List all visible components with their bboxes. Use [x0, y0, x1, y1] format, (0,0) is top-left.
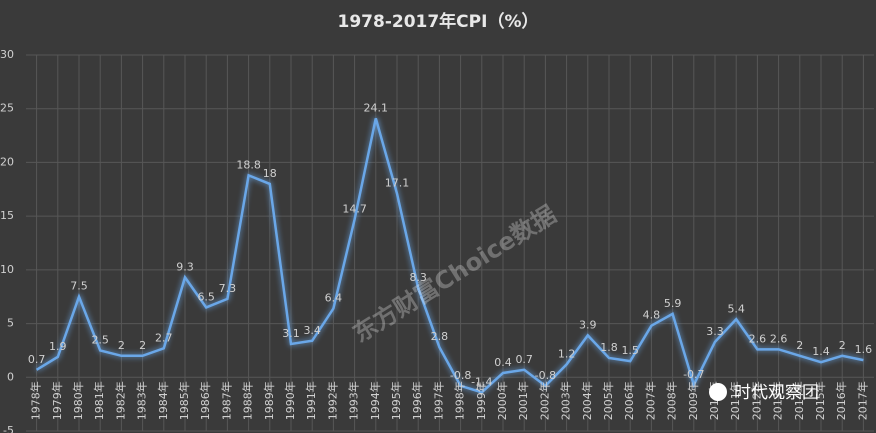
x-tick-label: 2003年 [559, 381, 573, 420]
x-tick-label: 2009年 [686, 381, 700, 420]
x-tick-label: 2014年 [792, 381, 806, 420]
x-tick-label: 1983年 [135, 381, 149, 420]
data-label: 5.4 [727, 302, 745, 315]
y-tick-label: 15 [0, 209, 14, 222]
data-label: 6.4 [325, 292, 343, 305]
cpi-line [35, 118, 864, 394]
x-tick-label: 1990年 [283, 381, 297, 420]
source-label: 时代观察团 [734, 383, 819, 403]
data-label: 1.4 [812, 345, 830, 358]
x-tick-label: 1995年 [389, 381, 403, 420]
x-tick-label: 2002年 [537, 381, 551, 420]
x-tick-label: 1998年 [453, 381, 467, 420]
x-tick-label: 2001年 [516, 381, 530, 420]
data-label: 2 [139, 339, 146, 352]
data-label: 8.3 [409, 271, 427, 284]
x-tick-label: 1997年 [431, 381, 445, 420]
x-tick-label: 1987年 [219, 381, 233, 420]
data-label: -0.8 [450, 369, 471, 382]
x-tick-label: 1986年 [198, 381, 212, 420]
data-label: 2.6 [770, 332, 788, 345]
y-tick-label: 20 [0, 155, 14, 168]
x-tick-label: 1994年 [368, 381, 382, 420]
data-label: -1.4 [471, 375, 492, 388]
data-label: 2.6 [749, 332, 767, 345]
x-tick-label: 1981年 [92, 381, 106, 420]
x-tick-label: 1978年 [29, 381, 43, 420]
data-label: 1.2 [558, 347, 576, 360]
data-label: 17.1 [385, 177, 410, 190]
x-tick-label: 2017年 [855, 381, 869, 420]
x-tick-label: 1980年 [71, 381, 85, 420]
data-label: -0.7 [683, 368, 704, 381]
data-label: 0.7 [515, 353, 533, 366]
data-label: 18.8 [236, 158, 261, 171]
x-tick-label: 2000年 [495, 381, 509, 420]
x-tick-label: 2012年 [749, 381, 763, 420]
chart-title: 1978-2017年CPI（%） [338, 11, 539, 32]
data-label: 3.9 [579, 318, 597, 331]
x-tick-label: 2011年 [728, 381, 742, 420]
data-label: 2.8 [431, 330, 449, 343]
x-tick-label: 1984年 [156, 381, 170, 420]
x-tick-label: 2016年 [834, 381, 848, 420]
data-label: 1.8 [600, 341, 618, 354]
data-label: 2.5 [91, 333, 109, 346]
x-tick-label: 2008年 [665, 381, 679, 420]
data-label: 5.9 [664, 297, 682, 310]
data-label: 2 [796, 339, 803, 352]
y-tick-label: -5 [3, 424, 14, 433]
data-label: 3.1 [282, 327, 300, 340]
y-tick-label: 5 [7, 317, 14, 330]
data-label: 1.9 [49, 340, 67, 353]
data-label: 2.7 [155, 331, 173, 344]
data-label: 9.3 [176, 260, 194, 273]
data-label: 0.4 [494, 356, 512, 369]
data-label: 7.5 [70, 280, 88, 293]
x-tick-label: 2006年 [622, 381, 636, 420]
x-tick-label: 2004年 [580, 381, 594, 420]
data-label: -0.8 [535, 369, 556, 382]
data-label: 6.5 [197, 290, 215, 303]
y-tick-label: 25 [0, 102, 14, 115]
data-label: 24.1 [364, 101, 389, 114]
data-label: 1.5 [621, 344, 639, 357]
data-label: 4.8 [643, 309, 661, 322]
y-tick-label: 0 [7, 370, 14, 383]
data-label: 0.7 [28, 353, 46, 366]
logo-icon [709, 383, 727, 401]
y-tick-label: 10 [0, 263, 14, 276]
data-label: 7.3 [219, 282, 237, 295]
x-tick-label: 2015年 [813, 381, 827, 420]
y-tick-label: 30 [0, 48, 14, 61]
x-tick-label: 1999年 [474, 381, 488, 420]
data-label: 1.6 [855, 343, 873, 356]
x-tick-label: 2005年 [601, 381, 615, 420]
x-tick-label: 1982年 [113, 381, 127, 420]
x-tick-label: 1989年 [262, 381, 276, 420]
data-label: 2 [118, 339, 125, 352]
x-tick-label: 2013年 [771, 381, 785, 420]
x-tick-label: 1985年 [177, 381, 191, 420]
x-tick-label: 1979年 [50, 381, 64, 420]
x-tick-label: 1996年 [410, 381, 424, 420]
data-label: 3.4 [303, 324, 321, 337]
data-label: 14.7 [342, 202, 367, 215]
data-label: 18 [263, 167, 277, 180]
data-label: 2 [839, 339, 846, 352]
x-tick-label: 1993年 [347, 381, 361, 420]
x-tick-label: 1992年 [325, 381, 339, 420]
x-tick-label: 2007年 [643, 381, 657, 420]
data-label: 3.3 [706, 325, 724, 338]
x-tick-label: 1988年 [241, 381, 255, 420]
x-tick-label: 1991年 [304, 381, 318, 420]
